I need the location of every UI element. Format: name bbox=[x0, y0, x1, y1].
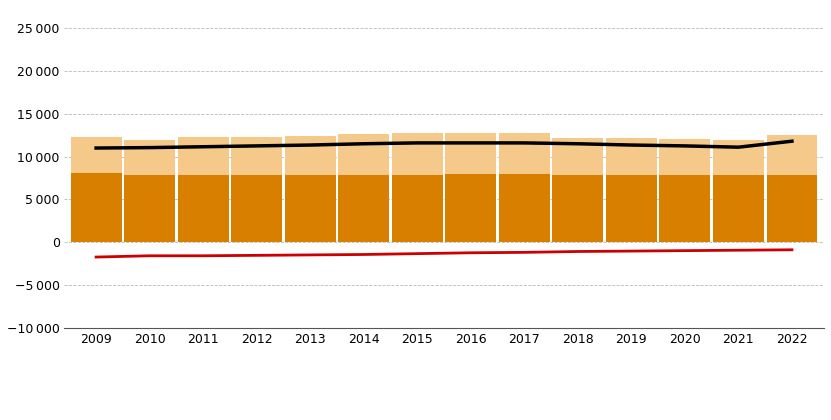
Bar bbox=[231, 137, 282, 175]
Bar bbox=[606, 138, 656, 176]
Bar bbox=[553, 176, 603, 242]
Bar bbox=[766, 176, 818, 242]
Bar bbox=[499, 134, 550, 174]
Bar bbox=[338, 175, 389, 242]
Bar bbox=[285, 136, 336, 175]
Bar bbox=[231, 175, 282, 242]
Bar bbox=[338, 134, 389, 175]
Bar bbox=[392, 134, 443, 175]
Bar bbox=[660, 176, 711, 242]
Bar bbox=[124, 175, 175, 242]
Bar bbox=[178, 175, 229, 242]
Bar bbox=[766, 135, 818, 176]
Bar bbox=[660, 139, 711, 176]
Bar bbox=[124, 140, 175, 175]
Bar bbox=[392, 175, 443, 242]
Bar bbox=[445, 134, 496, 174]
Bar bbox=[606, 176, 656, 242]
Bar bbox=[553, 138, 603, 176]
Bar bbox=[178, 137, 229, 175]
Bar bbox=[499, 174, 550, 242]
Bar bbox=[71, 173, 121, 242]
Bar bbox=[713, 140, 764, 176]
Bar bbox=[713, 176, 764, 242]
Bar bbox=[445, 174, 496, 242]
Bar bbox=[71, 137, 121, 173]
Bar bbox=[285, 175, 336, 242]
